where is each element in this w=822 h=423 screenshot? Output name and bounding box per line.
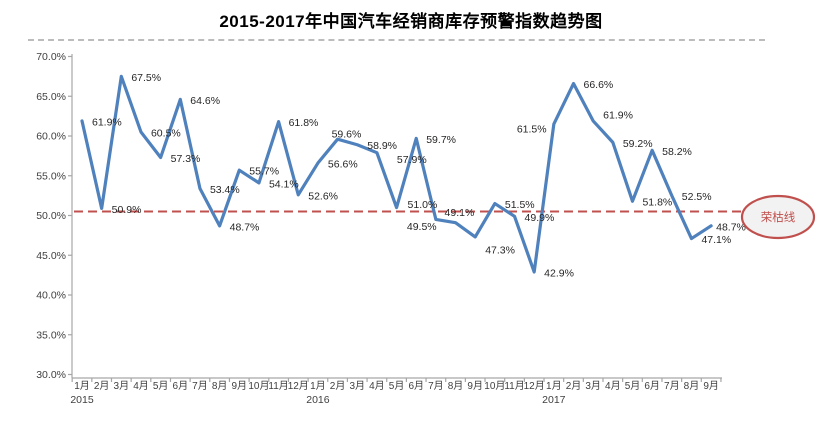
- x-month-label: 8月: [212, 380, 228, 392]
- data-point-label: 49.1%: [445, 207, 475, 219]
- data-point-label: 52.6%: [308, 190, 338, 202]
- y-tick-label: 40.0%: [36, 290, 66, 302]
- data-point-label: 60.5%: [151, 128, 181, 140]
- x-month-label: 8月: [684, 380, 700, 392]
- x-month-label: 6月: [173, 380, 189, 392]
- data-point-label: 51.0%: [408, 199, 438, 211]
- x-month-label: 2月: [330, 380, 346, 392]
- data-point-label: 61.5%: [517, 124, 547, 136]
- x-month-label: 1月: [74, 380, 90, 392]
- x-month-label: 5月: [389, 380, 405, 392]
- data-point-label: 59.7%: [426, 134, 456, 146]
- boom-bust-badge: [740, 194, 816, 240]
- data-point-label: 49.5%: [407, 221, 437, 233]
- y-tick-label: 65.0%: [36, 91, 66, 103]
- data-point-label: 67.5%: [131, 72, 161, 84]
- y-tick-label: 70.0%: [36, 51, 66, 63]
- data-point-label: 49.9%: [525, 212, 555, 224]
- year-label: 2015: [70, 394, 94, 406]
- x-month-label: 5月: [625, 380, 641, 392]
- data-point-label: 48.7%: [230, 221, 260, 233]
- data-point-label: 50.9%: [112, 204, 142, 216]
- x-month-label: 2月: [94, 380, 110, 392]
- x-month-label: 9月: [467, 380, 483, 392]
- data-point-label: 64.6%: [190, 95, 220, 107]
- x-month-label: 2月: [566, 380, 582, 392]
- data-point-label: 59.6%: [332, 129, 362, 141]
- x-month-label: 9月: [703, 380, 719, 392]
- data-point-label: 61.9%: [92, 116, 122, 128]
- data-point-label: 48.7%: [716, 221, 746, 233]
- x-month-label: 11月: [504, 380, 524, 392]
- data-point-label: 55.7%: [249, 166, 279, 178]
- y-tick-label: 45.0%: [36, 250, 66, 262]
- x-month-label: 10月: [484, 380, 505, 392]
- data-point-label: 42.9%: [544, 267, 574, 279]
- data-point-label: 51.8%: [642, 197, 672, 209]
- y-tick-label: 60.0%: [36, 131, 66, 143]
- data-point-label: 54.1%: [269, 178, 299, 190]
- x-month-label: 4月: [369, 380, 385, 392]
- x-month-label: 3月: [114, 380, 130, 392]
- x-month-label: 8月: [448, 380, 464, 392]
- x-month-label: 11月: [268, 380, 288, 392]
- title-separator: [28, 39, 765, 41]
- data-point-label: 56.6%: [328, 159, 358, 171]
- index-trend-line: [80, 74, 713, 274]
- data-point-label: 66.6%: [584, 79, 614, 91]
- x-month-label: 7月: [192, 380, 208, 392]
- x-month-label: 12月: [288, 380, 309, 392]
- data-point-label: 47.1%: [701, 234, 731, 246]
- data-point-label: 52.5%: [682, 191, 712, 203]
- x-month-label: 7月: [664, 380, 680, 392]
- data-point-label: 58.2%: [662, 146, 692, 158]
- x-month-label: 9月: [231, 380, 247, 392]
- data-point-label: 61.8%: [289, 117, 319, 129]
- data-point-label: 57.9%: [397, 154, 427, 166]
- x-month-label: 4月: [605, 380, 621, 392]
- data-point-label: 59.2%: [623, 138, 653, 150]
- data-point-label: 57.3%: [171, 153, 201, 165]
- boom-bust-badge-label: 荣枯线: [761, 210, 796, 224]
- x-month-label: 6月: [644, 380, 660, 392]
- chart-title: 2015-2017年中国汽车经销商库存预警指数趋势图: [219, 12, 603, 31]
- data-point-label: 47.3%: [485, 244, 515, 256]
- year-label: 2016: [306, 394, 330, 406]
- data-point-label: 51.5%: [505, 199, 535, 211]
- year-label: 2017: [542, 394, 566, 406]
- y-tick-label: 50.0%: [36, 210, 66, 222]
- data-point-label: 58.9%: [367, 140, 397, 152]
- x-month-label: 3月: [585, 380, 601, 392]
- x-month-label: 7月: [428, 380, 444, 392]
- x-month-label: 4月: [133, 380, 149, 392]
- x-month-label: 3月: [349, 380, 365, 392]
- y-tick-label: 35.0%: [36, 329, 66, 341]
- y-tick-label: 30.0%: [36, 369, 66, 381]
- x-month-label: 5月: [153, 380, 169, 392]
- data-point-label: 53.4%: [210, 184, 240, 196]
- data-point-label: 61.9%: [603, 109, 633, 121]
- x-month-label: 1月: [546, 380, 562, 392]
- x-month-label: 1月: [310, 380, 326, 392]
- x-month-label: 10月: [248, 380, 269, 392]
- y-tick-label: 55.0%: [36, 170, 66, 182]
- x-month-label: 6月: [408, 380, 424, 392]
- x-month-label: 12月: [524, 380, 545, 392]
